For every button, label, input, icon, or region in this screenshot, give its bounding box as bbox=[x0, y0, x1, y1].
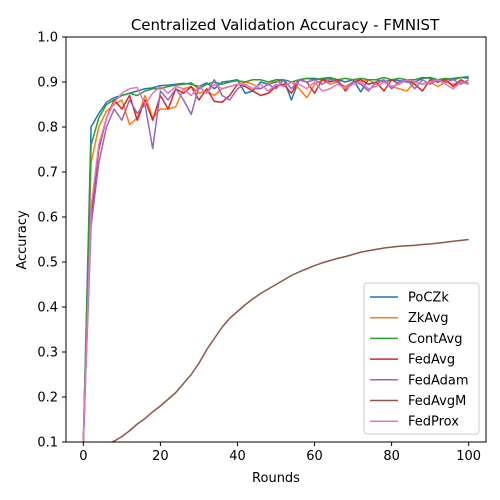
x-tick-label: 80 bbox=[383, 449, 400, 464]
y-axis-label: Accuracy bbox=[15, 210, 30, 270]
chart-title: Centralized Validation Accuracy - FMNIST bbox=[131, 16, 440, 34]
series-line-fedavgm bbox=[83, 238, 469, 442]
y-tick-label: 0.2 bbox=[37, 391, 58, 406]
y-tick-label: 0.1 bbox=[37, 436, 58, 451]
series-line-contavg bbox=[82, 76, 469, 442]
x-tick-label: 20 bbox=[152, 449, 169, 464]
y-tick-label: 0.3 bbox=[37, 346, 58, 361]
y-tick-label: 0.8 bbox=[37, 121, 58, 136]
legend-label-poczk: PoCZk bbox=[408, 291, 449, 306]
legend-label-fedprox: FedProx bbox=[408, 415, 459, 430]
legend-label-fedavg: FedAvg bbox=[408, 353, 455, 368]
x-axis-ticks: 0 20 40 60 80 100 bbox=[79, 442, 481, 464]
y-tick-label: 0.4 bbox=[37, 301, 58, 316]
legend-label-fedadam: FedAdam bbox=[408, 373, 469, 388]
series-line-fedprox bbox=[82, 79, 469, 442]
x-tick-label: 0 bbox=[79, 449, 87, 464]
x-tick-label: 100 bbox=[456, 449, 481, 464]
legend-label-zkavg: ZkAvg bbox=[408, 311, 449, 326]
y-axis-ticks: 0.1 0.2 0.3 0.4 0.5 0.6 0.7 0.8 0.9 1.0 bbox=[37, 31, 66, 451]
legend-label-contavg: ContAvg bbox=[408, 332, 462, 347]
legend-label-fedavgm: FedAvgM bbox=[408, 394, 466, 409]
series-layer bbox=[82, 75, 470, 442]
x-axis-label: Rounds bbox=[252, 471, 300, 486]
y-tick-label: 1.0 bbox=[37, 31, 58, 46]
x-tick-label: 40 bbox=[229, 449, 246, 464]
plot-frame bbox=[65, 36, 487, 443]
x-tick-label: 60 bbox=[306, 449, 323, 464]
y-tick-label: 0.9 bbox=[37, 76, 58, 91]
y-tick-label: 0.7 bbox=[37, 166, 58, 181]
y-tick-label: 0.5 bbox=[37, 256, 58, 271]
y-tick-label: 0.6 bbox=[37, 211, 58, 226]
legend-frame bbox=[363, 282, 480, 435]
legend: PoCZk ZkAvg ContAvg FedAvg FedAdam FedAvgM Fed… bbox=[363, 282, 480, 435]
